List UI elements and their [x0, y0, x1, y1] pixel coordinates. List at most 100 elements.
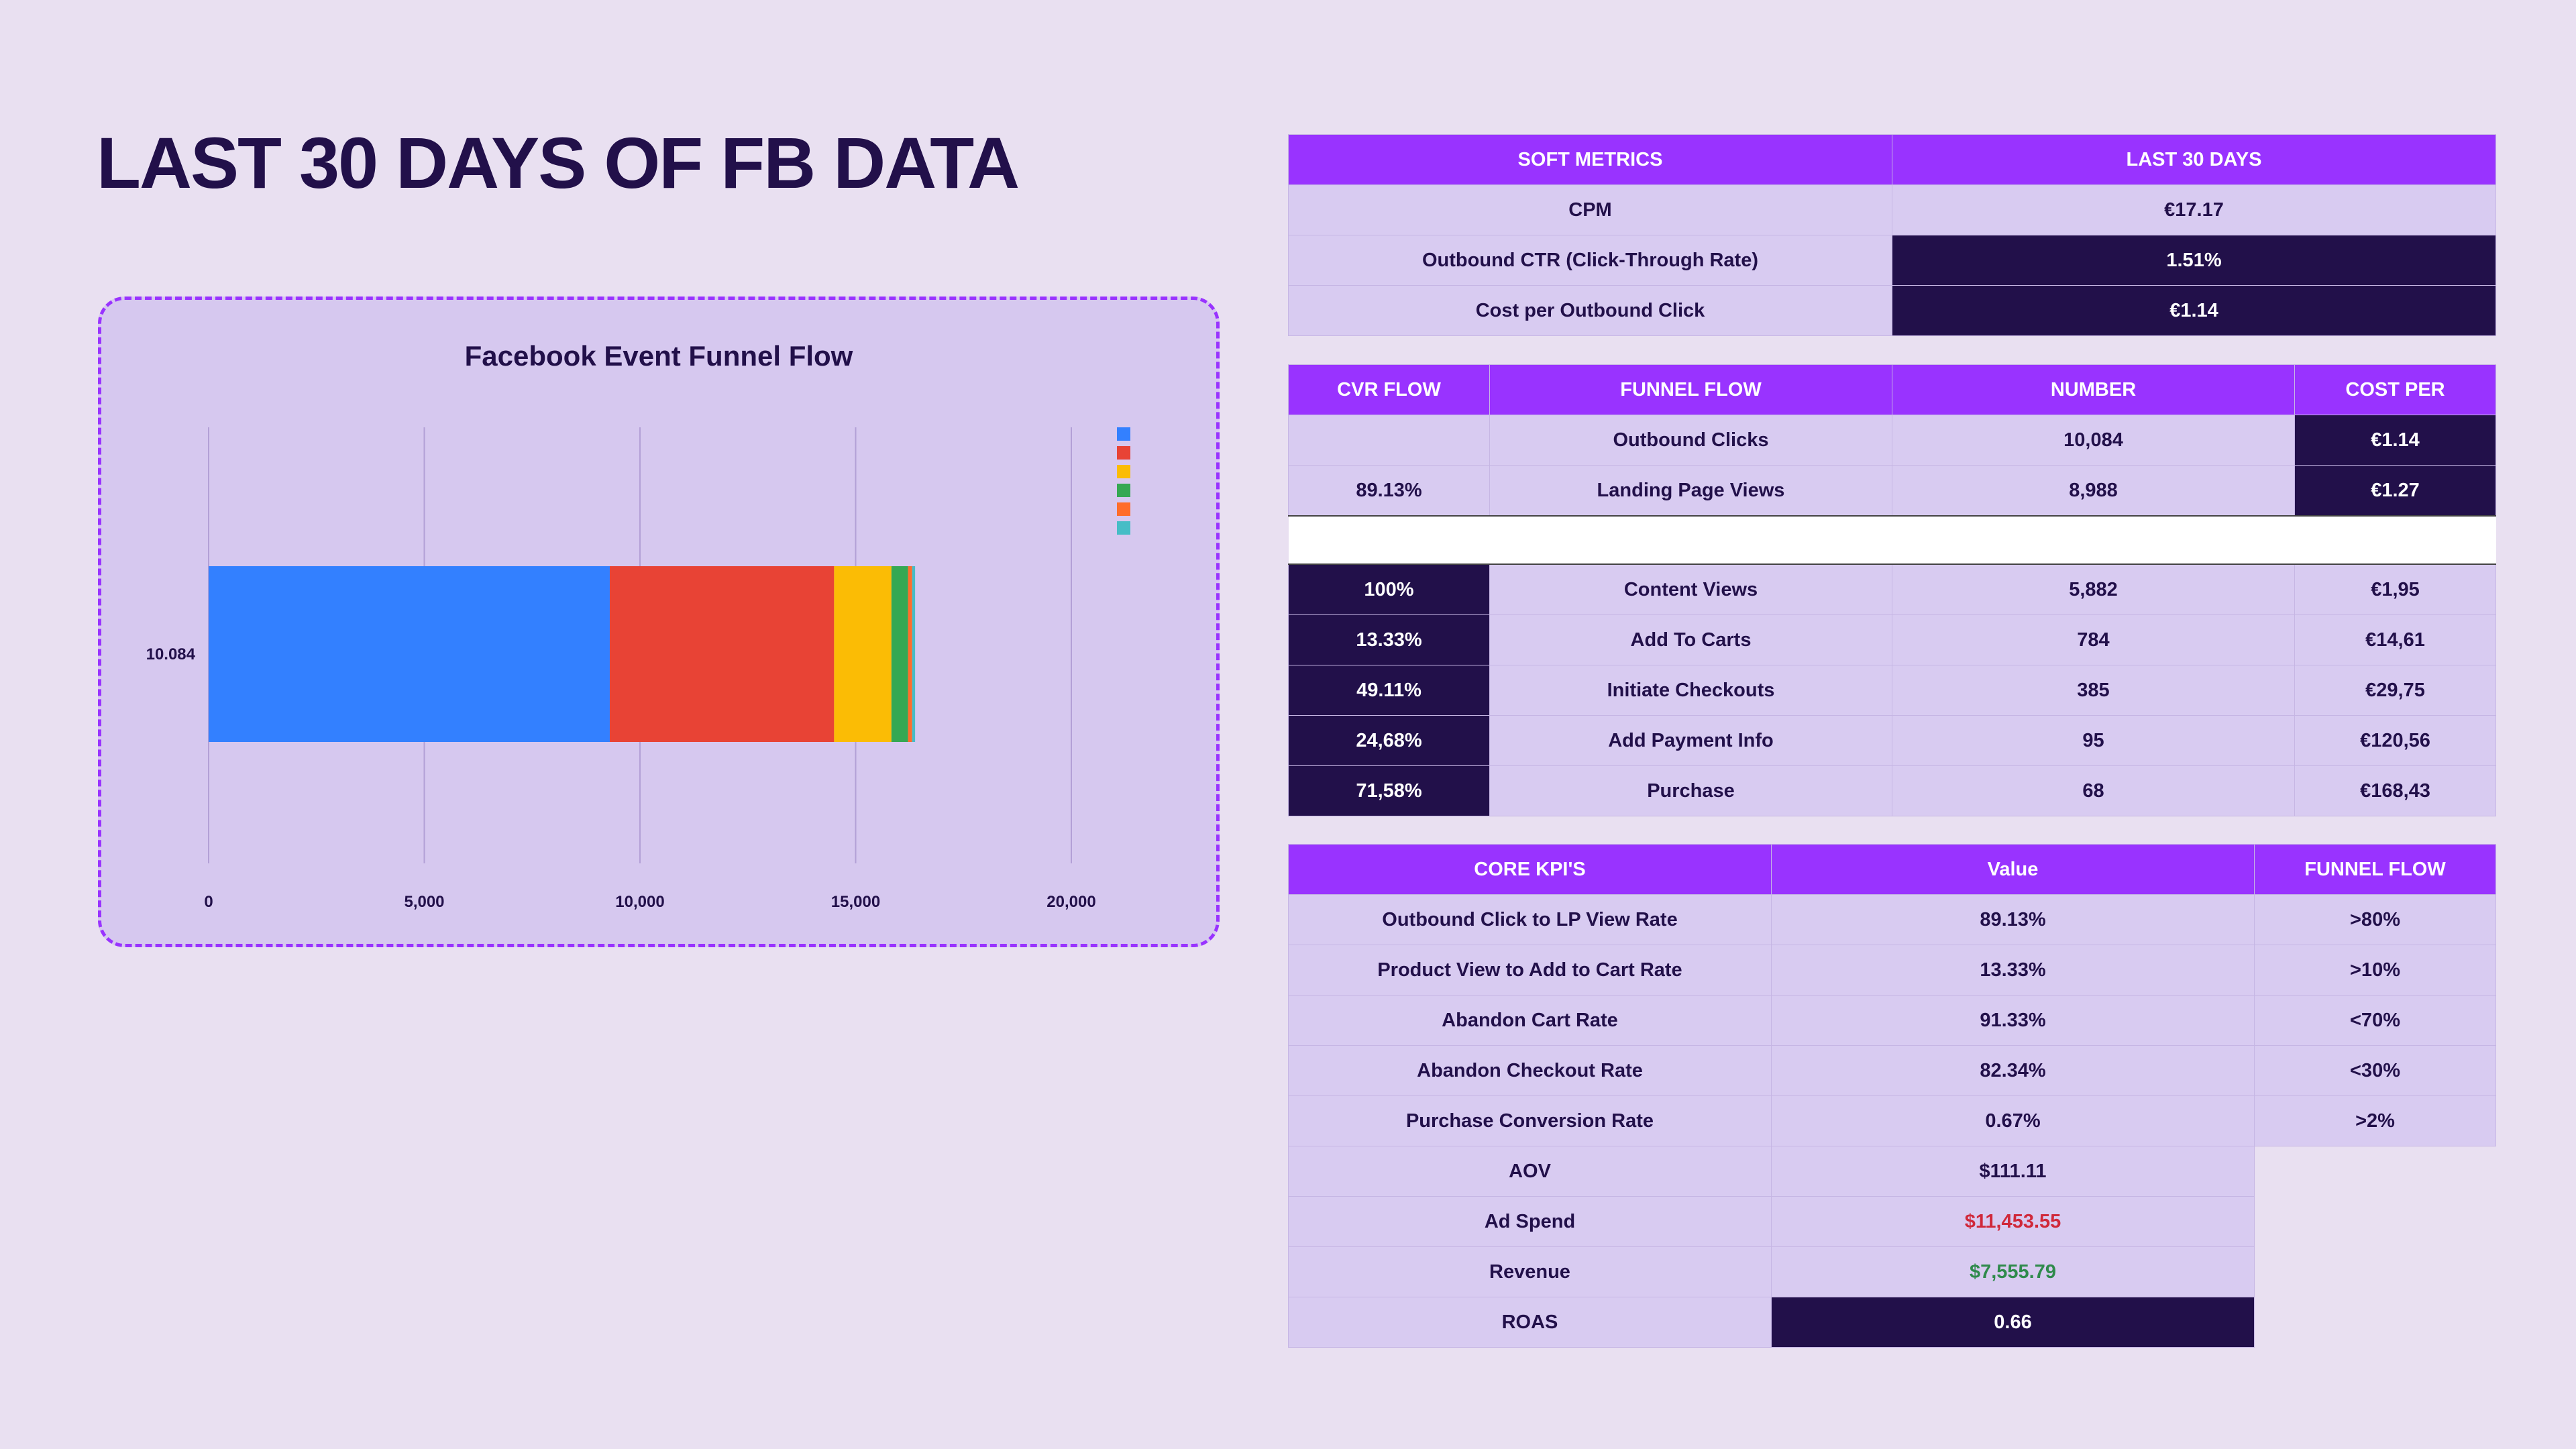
x-tick-label: 10,000 [615, 893, 664, 911]
metric-label: Cost per Outbound Click [1288, 285, 1892, 336]
ad-spend-value: $11,453.55 [1771, 1196, 2255, 1247]
stage-cell: Content Views [1489, 564, 1892, 615]
cost-cell: €1.27 [2294, 465, 2496, 517]
x-tick-label: 0 [204, 893, 213, 911]
x-tick-label: 20,000 [1046, 893, 1095, 911]
table-row: Product View to Add to Cart Rate 13.33% … [1288, 945, 2496, 996]
bar-segment [912, 566, 916, 742]
legend-swatch [1117, 446, 1130, 460]
stage-cell: Add To Carts [1489, 614, 1892, 665]
table-divider [1288, 515, 2496, 565]
table-row: Cost per Outbound Click €1.14 [1288, 285, 2496, 336]
kpi-label: Revenue [1288, 1246, 1772, 1297]
bar-segment [209, 566, 610, 742]
kpi-label: Abandon Cart Rate [1288, 995, 1772, 1046]
x-tick-label: 15,000 [831, 893, 880, 911]
kpi-target: >2% [2254, 1095, 2496, 1146]
kpi-label: AOV [1288, 1146, 1772, 1197]
table-row: Revenue $7,555.79 [1288, 1246, 2496, 1297]
kpi-label: Outbound Click to LP View Rate [1288, 894, 1772, 945]
roas-value: 0.66 [1771, 1297, 2255, 1348]
core-kpi-table: CORE KPI'S Value FUNNEL FLOW Outbound Cl… [1288, 844, 2496, 1348]
number-cell: 784 [1892, 614, 2295, 665]
kpi-value: $111.11 [1771, 1146, 2255, 1197]
stage-cell: Purchase [1489, 765, 1892, 816]
table-row: Abandon Checkout Rate 82.34% <30% [1288, 1045, 2496, 1096]
chart-card: Facebook Event Funnel Flow 0 5,000 10,000 1… [98, 297, 1220, 947]
cost-cell: €1,95 [2294, 564, 2496, 615]
kpi-label: ROAS [1288, 1297, 1772, 1348]
cost-per-header: COST PER [2294, 364, 2496, 415]
chart-title: Facebook Event Funnel Flow [464, 340, 853, 372]
table-row: Ad Spend $11,453.55 [1288, 1196, 2496, 1247]
cvr-cell: 13.33% [1288, 614, 1490, 665]
kpi-value: 82.34% [1771, 1045, 2255, 1096]
table-row: 89.13% Landing Page Views 8,988 €1.27 [1288, 465, 2496, 517]
metric-label: Outbound CTR (Click-Through Rate) [1288, 235, 1892, 286]
cost-cell: €120,56 [2294, 715, 2496, 766]
funnel-flow-header: FUNNEL FLOW [1489, 364, 1892, 415]
metric-value: 1.51% [1892, 235, 2496, 286]
table-row: Outbound Clicks 10,084 €1.14 [1288, 415, 2496, 466]
bar-segment [834, 566, 892, 742]
cost-cell: €14,61 [2294, 614, 2496, 665]
cvr-cell: 71,58% [1288, 765, 1490, 816]
table-row: Outbound CTR (Click-Through Rate) 1.51% [1288, 235, 2496, 286]
kpi-target: >10% [2254, 945, 2496, 996]
table-row: CPM €17.17 [1288, 184, 2496, 235]
metric-value: €1.14 [1892, 285, 2496, 336]
kpi-value: 0.67% [1771, 1095, 2255, 1146]
cvr-cell: 89.13% [1288, 465, 1490, 517]
bar-segment [891, 566, 908, 742]
table-row: 71,58% Purchase 68 €168,43 [1288, 765, 2496, 816]
funnel-chart: 0 5,000 10,000 15,000 20,000 10.084 [146, 427, 1130, 911]
page-title: LAST 30 DAYS OF FB DATA [97, 122, 1020, 203]
soft-metrics-table: SOFT METRICS LAST 30 DAYS CPM €17.17 Out… [1288, 134, 2496, 336]
number-cell: 385 [1892, 665, 2295, 716]
kpi-label: Ad Spend [1288, 1196, 1772, 1247]
legend-swatch [1117, 427, 1130, 441]
legend-swatch [1117, 484, 1130, 497]
number-cell: 8,988 [1892, 465, 2295, 517]
stage-cell: Add Payment Info [1489, 715, 1892, 766]
kpi-label: Abandon Checkout Rate [1288, 1045, 1772, 1096]
number-header: NUMBER [1892, 364, 2295, 415]
x-tick-label: 5,000 [404, 893, 444, 911]
cvr-cell: 49.11% [1288, 665, 1490, 716]
last-30-days-header: LAST 30 DAYS [1892, 134, 2496, 185]
number-cell: 5,882 [1892, 564, 2295, 615]
table-row: Outbound Click to LP View Rate 89.13% >8… [1288, 894, 2496, 945]
table-row: Abandon Cart Rate 91.33% <70% [1288, 995, 2496, 1046]
kpi-label: Product View to Add to Cart Rate [1288, 945, 1772, 996]
funnel-table: CVR FLOW FUNNEL FLOW NUMBER COST PER Out… [1288, 364, 2496, 816]
cvr-cell [1288, 415, 1490, 466]
cost-cell: €1.14 [2294, 415, 2496, 466]
cvr-cell: 100% [1288, 564, 1490, 615]
table-row: AOV $111.11 [1288, 1146, 2496, 1197]
legend-swatch [1117, 521, 1130, 535]
kpi-target: >80% [2254, 894, 2496, 945]
table-row: 49.11% Initiate Checkouts 385 €29,75 [1288, 665, 2496, 716]
kpi-value: 89.13% [1771, 894, 2255, 945]
kpi-value: 91.33% [1771, 995, 2255, 1046]
table-row: 13.33% Add To Carts 784 €14,61 [1288, 614, 2496, 665]
kpi-funnel-flow-header: FUNNEL FLOW [2254, 844, 2496, 895]
cost-cell: €29,75 [2294, 665, 2496, 716]
table-row: 24,68% Add Payment Info 95 €120,56 [1288, 715, 2496, 766]
stage-cell: Initiate Checkouts [1489, 665, 1892, 716]
legend-swatch [1117, 502, 1130, 516]
metric-value: €17.17 [1892, 184, 2496, 235]
table-row: Purchase Conversion Rate 0.67% >2% [1288, 1095, 2496, 1146]
cvr-cell: 24,68% [1288, 715, 1490, 766]
number-cell: 10,084 [1892, 415, 2295, 466]
legend-swatch [1117, 465, 1130, 478]
kpi-target: <70% [2254, 995, 2496, 1046]
revenue-value: $7,555.79 [1771, 1246, 2255, 1297]
number-cell: 95 [1892, 715, 2295, 766]
stage-cell: Outbound Clicks [1489, 415, 1892, 466]
value-header: Value [1771, 844, 2255, 895]
soft-metrics-header: SOFT METRICS [1288, 134, 1892, 185]
stage-cell: Landing Page Views [1489, 465, 1892, 517]
core-kpis-header: CORE KPI'S [1288, 844, 1772, 895]
kpi-target: <30% [2254, 1045, 2496, 1096]
